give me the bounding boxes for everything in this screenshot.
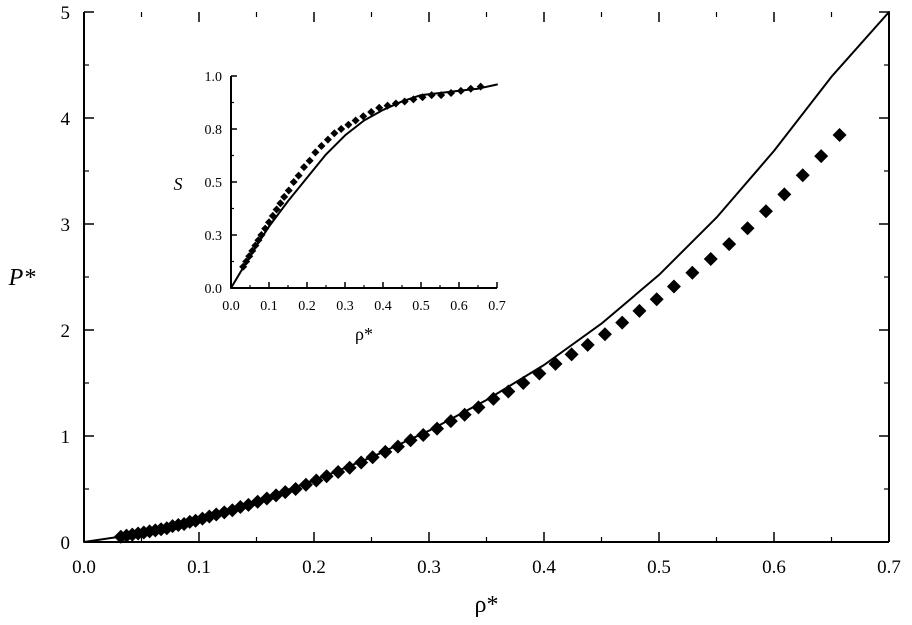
main-series-line	[83, 11, 890, 543]
main-chart-group: 0.0 0.1 0.2 0.3 0.4 0.5 0.6 0.7 0 1 2 3 4 5 ρ* P*	[8, 3, 901, 618]
main-data-point	[597, 327, 612, 342]
main-data-point	[832, 127, 847, 142]
inset-y-tick-label: 0.3	[205, 229, 223, 244]
inset-series-line	[230, 83, 498, 289]
main-data-point	[486, 391, 501, 406]
inset-y-tick-label: 0.0	[205, 282, 223, 297]
inset-data-point	[359, 112, 368, 121]
inset-data-point	[276, 199, 285, 208]
inset-data-point	[351, 116, 360, 125]
inset-x-tick-label: 0.7	[488, 299, 506, 314]
main-y-tick-label: 5	[61, 3, 71, 24]
main-x-tick-label: 0.1	[187, 557, 211, 578]
main-x-axis-title: ρ*	[475, 592, 499, 618]
inset-data-point	[305, 156, 314, 165]
inset-data-point	[344, 120, 353, 129]
inset-plot-background	[231, 76, 497, 288]
main-y-tick-label: 1	[61, 427, 71, 448]
inset-data-point	[367, 108, 376, 117]
main-y-tick-label: 0	[61, 533, 71, 554]
main-data-point	[814, 149, 829, 164]
main-data-point	[564, 347, 579, 362]
inset-y-tick-label: 0.8	[205, 123, 223, 138]
main-x-tick-label: 0.4	[532, 557, 556, 578]
main-data-point	[703, 251, 718, 266]
main-data-point	[649, 292, 664, 307]
inset-y-tick-label: 0.5	[205, 176, 223, 191]
main-y-axis-title: P*	[8, 265, 36, 291]
main-data-point	[457, 407, 472, 422]
main-y-tick-label: 2	[61, 321, 71, 342]
main-x-tick-label: 0.2	[302, 557, 326, 578]
inset-x-tick-label: 0.4	[374, 299, 392, 314]
main-data-point	[795, 168, 810, 183]
inset-data-point	[299, 163, 308, 172]
main-x-tick-label: 0.6	[762, 557, 786, 578]
inset-data-point	[323, 135, 332, 144]
inset-data-point	[284, 186, 293, 195]
main-data-point	[471, 400, 486, 415]
inset-data-point	[294, 171, 303, 180]
main-data-point	[777, 187, 792, 202]
main-x-tick-label: 0.5	[647, 557, 671, 578]
inset-data-point	[280, 192, 289, 201]
inset-x-tick-label: 0.3	[336, 299, 354, 314]
inset-y-axis-title: S	[174, 174, 183, 194]
main-data-point	[632, 303, 647, 318]
main-data-point	[615, 315, 630, 330]
main-x-tick-label: 0.0	[72, 557, 96, 578]
main-y-tick-label: 4	[61, 109, 71, 130]
main-data-point	[685, 265, 700, 280]
main-data-point	[758, 204, 773, 219]
inset-chart-group: 0.0 0.1 0.2 0.3 0.4 0.5 0.6 0.7 0.0 0.3 0.5 0.8 1.0 ρ…	[174, 70, 506, 344]
main-data-point	[666, 279, 681, 294]
inset-data-point	[317, 141, 326, 150]
inset-x-axis-title: ρ*	[355, 324, 373, 344]
inset-x-tick-label: 0.6	[450, 299, 468, 314]
inset-data-point	[337, 125, 346, 133]
inset-data-point	[330, 129, 339, 138]
main-data-point	[580, 337, 595, 352]
inset-data-point	[311, 148, 320, 157]
main-x-tick-label: 0.3	[417, 557, 441, 578]
main-data-point	[740, 221, 755, 236]
main-y-tick-label: 3	[61, 215, 71, 236]
inset-y-tick-label: 1.0	[205, 70, 223, 85]
inset-x-tick-label: 0.0	[222, 299, 240, 314]
main-x-tick-label: 0.7	[877, 557, 901, 578]
inset-data-point	[289, 178, 298, 186]
inset-x-tick-label: 0.5	[412, 299, 430, 314]
inset-x-tick-label: 0.1	[260, 299, 278, 314]
inset-data-point	[272, 205, 281, 214]
inset-x-tick-label: 0.2	[298, 299, 316, 314]
main-data-point	[722, 237, 737, 252]
